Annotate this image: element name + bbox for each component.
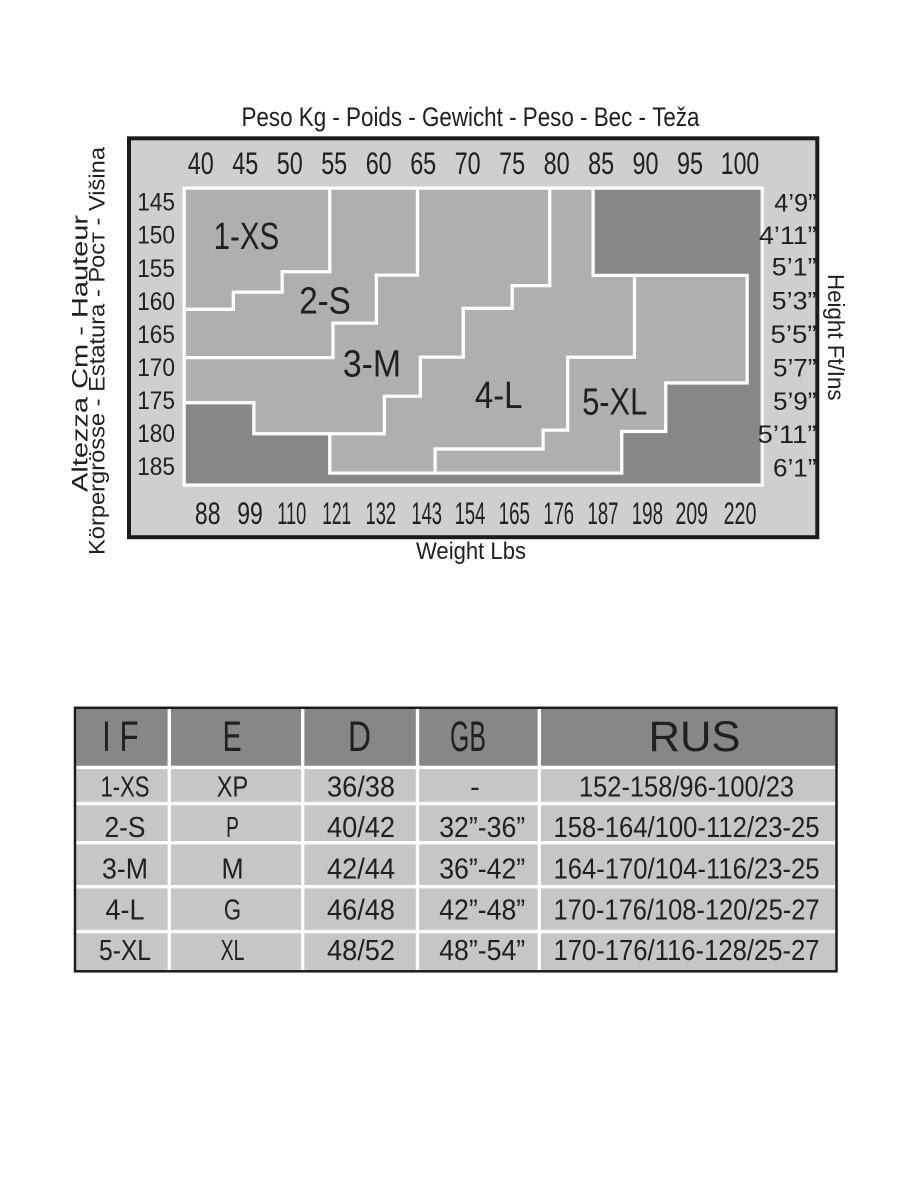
svg-text:Weight Lbs: Weight Lbs bbox=[416, 538, 526, 565]
svg-text:5’5”: 5’5” bbox=[771, 321, 817, 349]
svg-text:M: M bbox=[221, 853, 243, 885]
svg-text:60: 60 bbox=[366, 145, 392, 181]
svg-text:40: 40 bbox=[188, 145, 214, 181]
svg-text:3-M: 3-M bbox=[343, 344, 401, 386]
svg-text:G: G bbox=[224, 894, 241, 926]
svg-text:170-176/116-128/25-27: 170-176/116-128/25-27 bbox=[554, 935, 820, 967]
svg-text:160: 160 bbox=[137, 288, 175, 316]
svg-text:155: 155 bbox=[137, 255, 175, 283]
svg-text:5’3”: 5’3” bbox=[772, 288, 817, 316]
svg-text:5’7”: 5’7” bbox=[773, 354, 817, 382]
svg-text:187: 187 bbox=[588, 495, 619, 531]
svg-text:P: P bbox=[226, 812, 239, 844]
svg-text:RUS: RUS bbox=[649, 713, 741, 761]
svg-text:4-L: 4-L bbox=[475, 375, 523, 417]
svg-text:175: 175 bbox=[137, 387, 175, 415]
svg-text:42/44: 42/44 bbox=[327, 853, 395, 885]
svg-text:158-164/100-112/23-25: 158-164/100-112/23-25 bbox=[554, 812, 820, 844]
svg-text:48”-54”: 48”-54” bbox=[439, 935, 525, 967]
svg-text:50: 50 bbox=[277, 145, 303, 181]
svg-text:6’1”: 6’1” bbox=[773, 454, 817, 482]
svg-text:110: 110 bbox=[277, 495, 306, 531]
svg-text:143: 143 bbox=[411, 495, 442, 531]
svg-text:209: 209 bbox=[676, 495, 708, 531]
svg-text:170-176/108-120/25-27: 170-176/108-120/25-27 bbox=[554, 894, 820, 926]
svg-text:48/52: 48/52 bbox=[327, 935, 395, 967]
svg-text:1-XS: 1-XS bbox=[214, 216, 280, 258]
svg-text:164-170/104-116/23-25: 164-170/104-116/23-25 bbox=[554, 853, 820, 885]
svg-text:2-S: 2-S bbox=[105, 812, 146, 844]
svg-text:55: 55 bbox=[321, 145, 347, 181]
svg-text:198: 198 bbox=[632, 495, 663, 531]
svg-text:180: 180 bbox=[137, 420, 175, 448]
svg-text:2-S: 2-S bbox=[299, 281, 351, 323]
svg-text:80: 80 bbox=[544, 145, 570, 181]
svg-text:4’9”: 4’9” bbox=[774, 190, 816, 218]
svg-text:45: 45 bbox=[232, 145, 258, 181]
svg-text:4-L: 4-L bbox=[106, 894, 145, 926]
svg-text:-: - bbox=[470, 772, 480, 804]
svg-text:XL: XL bbox=[221, 935, 245, 967]
svg-text:Körpergrösse - Estatura - Рост: Körpergrösse - Estatura - Рост - Višina bbox=[85, 146, 110, 555]
svg-text:42”-48”: 42”-48” bbox=[439, 894, 525, 926]
svg-text:XP: XP bbox=[217, 772, 248, 804]
svg-text:32”-36”: 32”-36” bbox=[439, 812, 525, 844]
svg-text:46/48: 46/48 bbox=[327, 894, 395, 926]
svg-text:I F: I F bbox=[102, 713, 139, 761]
svg-text:Peso Kg - Poids - Gewicht - Pe: Peso Kg - Poids - Gewicht - Peso - Вес -… bbox=[242, 102, 701, 132]
svg-text:GB: GB bbox=[450, 713, 486, 761]
svg-text:Height Ft/Ins: Height Ft/Ins bbox=[823, 274, 849, 401]
svg-text:75: 75 bbox=[499, 145, 525, 181]
svg-text:100: 100 bbox=[721, 145, 760, 181]
svg-text:154: 154 bbox=[455, 495, 486, 531]
svg-text:88: 88 bbox=[195, 495, 221, 531]
svg-text:3-M: 3-M bbox=[102, 853, 148, 885]
svg-text:E: E bbox=[223, 713, 242, 761]
svg-text:95: 95 bbox=[677, 145, 703, 181]
svg-text:176: 176 bbox=[543, 495, 574, 531]
svg-text:70: 70 bbox=[455, 145, 481, 181]
svg-text:5’11”: 5’11” bbox=[758, 421, 817, 449]
svg-text:132: 132 bbox=[366, 495, 397, 531]
svg-text:65: 65 bbox=[410, 145, 436, 181]
svg-text:165: 165 bbox=[137, 321, 175, 349]
svg-text:152-158/96-100/23: 152-158/96-100/23 bbox=[579, 772, 794, 804]
svg-text:5’9”: 5’9” bbox=[773, 388, 817, 416]
svg-text:4’11”: 4’11” bbox=[759, 222, 817, 250]
svg-text:121: 121 bbox=[322, 495, 351, 531]
svg-text:220: 220 bbox=[724, 495, 757, 531]
svg-text:5’1”: 5’1” bbox=[772, 253, 817, 281]
svg-text:165: 165 bbox=[499, 495, 530, 531]
svg-text:185: 185 bbox=[137, 453, 175, 481]
svg-text:Altezza Cm - Hauteur: Altezza Cm - Hauteur bbox=[68, 215, 93, 492]
svg-text:40/42: 40/42 bbox=[327, 812, 395, 844]
svg-text:5-XL: 5-XL bbox=[99, 935, 151, 967]
svg-text:36/38: 36/38 bbox=[327, 772, 395, 804]
svg-text:D: D bbox=[348, 713, 371, 761]
svg-text:5-XL: 5-XL bbox=[582, 382, 647, 424]
svg-text:1-XS: 1-XS bbox=[101, 772, 150, 804]
svg-text:170: 170 bbox=[137, 354, 175, 382]
svg-text:36”-42”: 36”-42” bbox=[439, 853, 525, 885]
svg-text:145: 145 bbox=[137, 189, 175, 217]
svg-text:85: 85 bbox=[588, 145, 614, 181]
svg-text:150: 150 bbox=[137, 222, 175, 250]
svg-text:90: 90 bbox=[633, 145, 659, 181]
svg-text:99: 99 bbox=[237, 495, 263, 531]
